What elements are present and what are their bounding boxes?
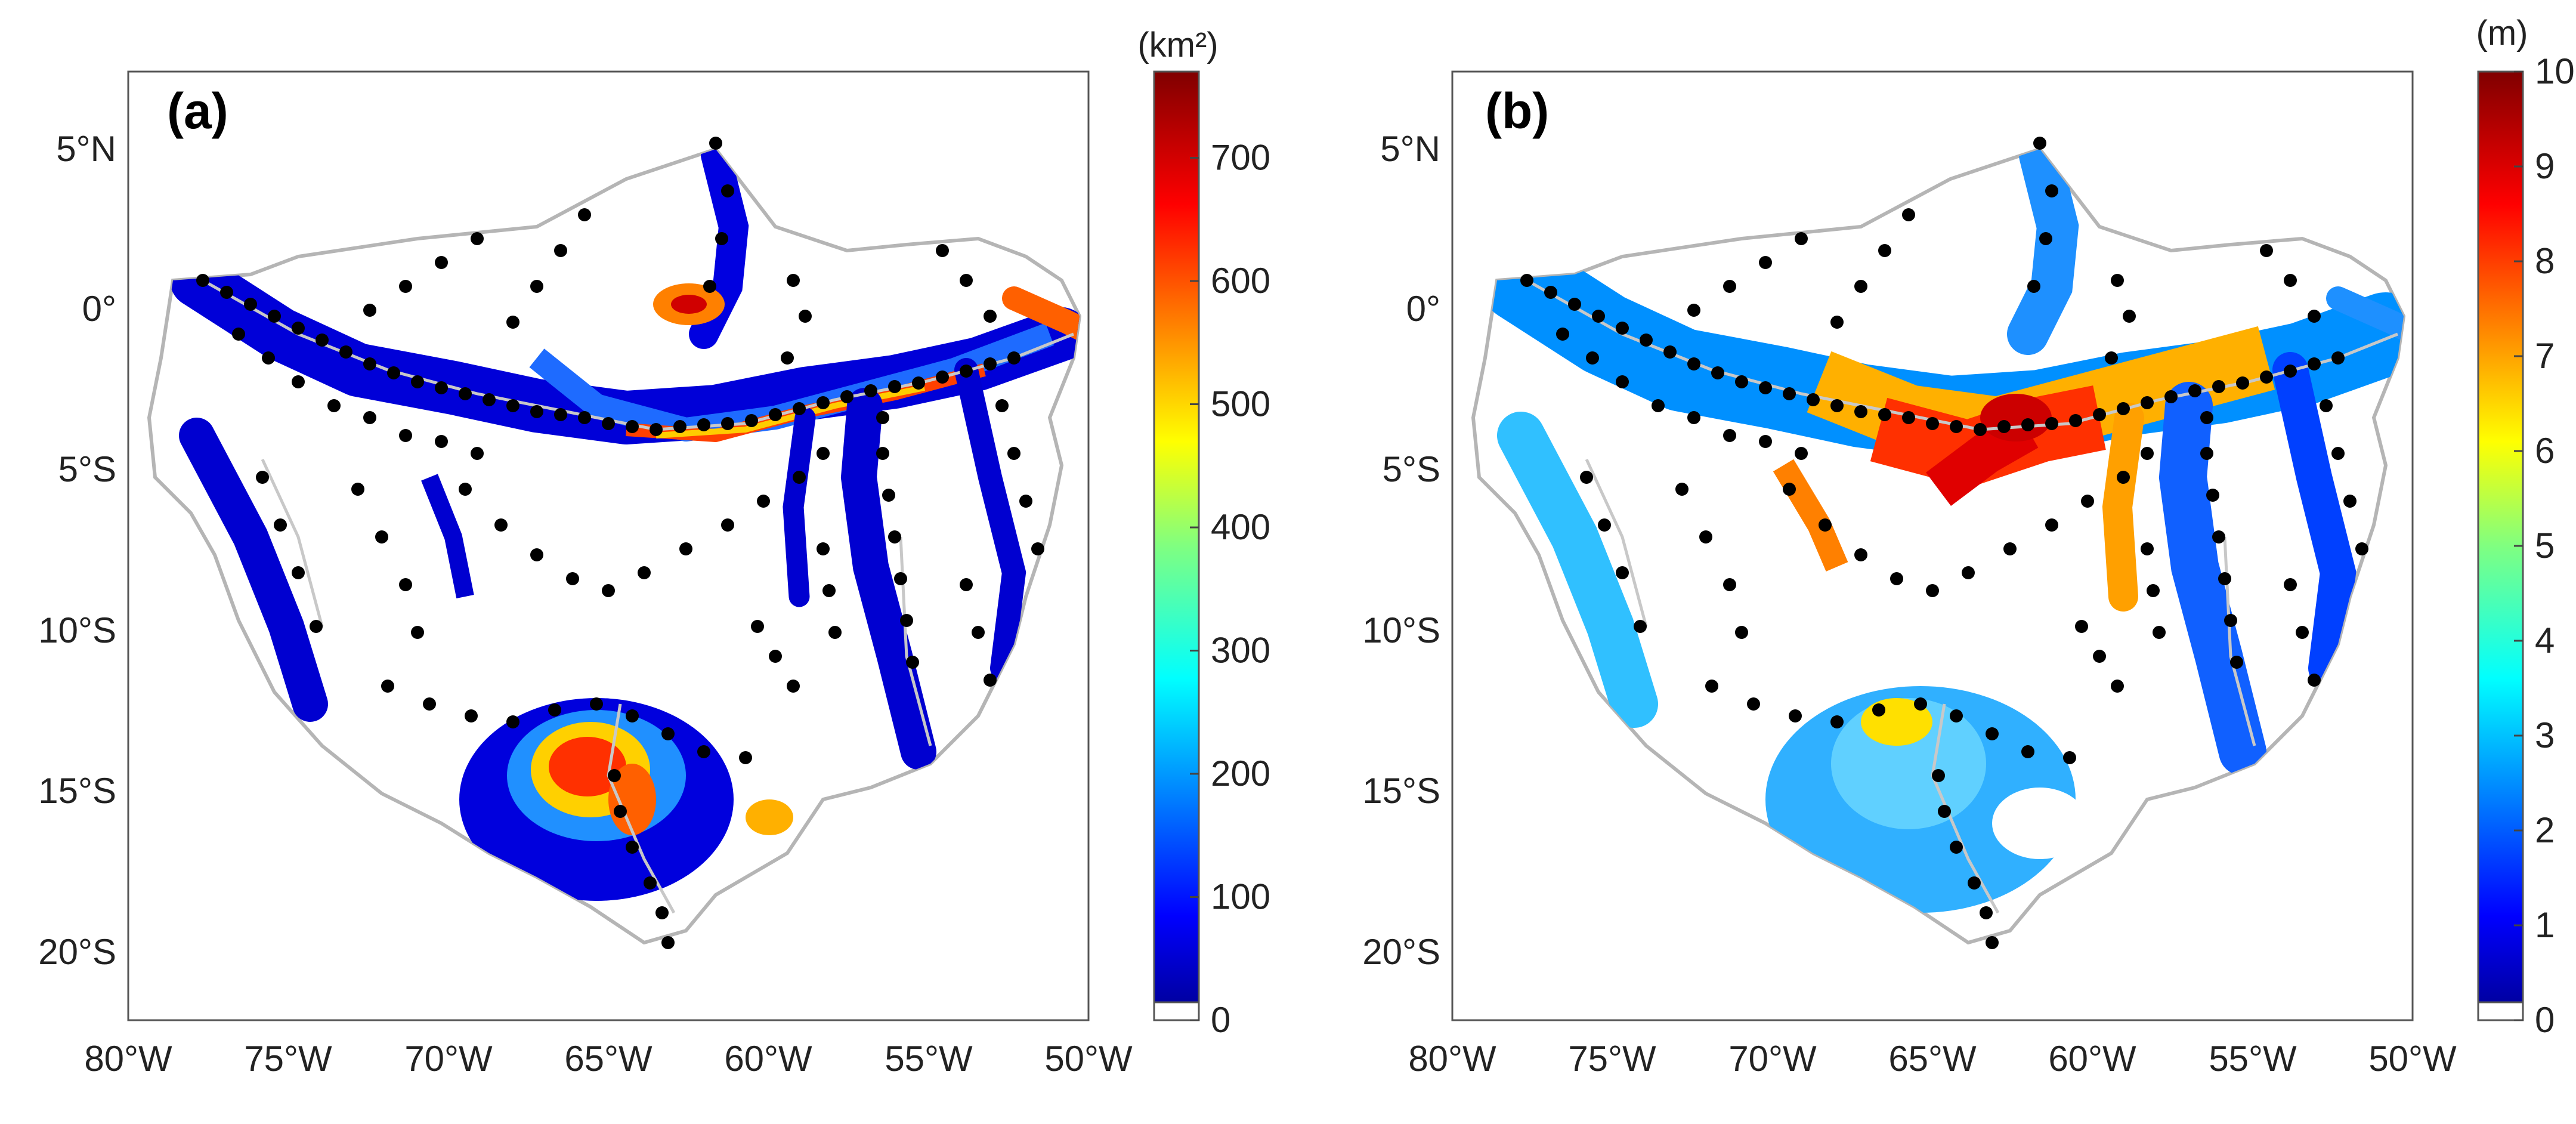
colorbar-b: (m) 0 1 2 3 4 5 6 7 8 9 10 [2476,14,2575,1040]
colorbar-tick-label: 300 [1211,631,1270,671]
colorbar-tick-label: 0 [2535,1000,2555,1040]
colorbar-tick-label: 8 [2535,241,2555,281]
colorbar-unit-a: (km²) [1137,26,1218,64]
lon-label: 75°W [244,1039,332,1079]
lat-label: 0° [1406,289,1440,329]
lon-label: 80°W [84,1039,172,1079]
lat-label: 10°S [1362,610,1440,650]
lat-label: 15°S [38,771,116,811]
lat-label: 20°S [1362,932,1440,972]
lon-label: 55°W [2209,1039,2297,1079]
lat-label: 5°S [58,449,116,489]
lat-label: 5°S [1383,449,1440,489]
colorbar-tick-label: 700 [1211,138,1270,178]
colorbar-tick-label: 4 [2535,620,2555,660]
lon-label: 50°W [1044,1039,1133,1079]
panel-label-a: (a) [167,83,228,139]
colorbar-tick-label: 100 [1211,877,1270,917]
colorbar-tick-label: 400 [1211,507,1270,547]
basin-outline-a [147,147,1082,945]
basin-outline-b [1471,147,2406,945]
colorbar-tick-label: 200 [1211,754,1270,793]
colorbar-tick-label: 6 [2535,431,2555,471]
colorbar-tick-label: 500 [1211,384,1270,424]
colorbar-tick-label: 1 [2535,905,2555,945]
colorbar-tick-label: 10 [2535,51,2575,91]
colorbar-tick-label: 5 [2535,526,2555,566]
colorbar-tick-label: 3 [2535,715,2555,755]
lat-label: 10°S [38,610,116,650]
floodplain-field-a [170,149,1080,901]
gauges-a [196,137,1044,949]
gauges-b [1520,137,2368,949]
colorbar-tick-label: 0 [1211,1000,1230,1040]
lon-label: 50°W [2368,1039,2457,1079]
lon-label: 70°W [404,1039,493,1079]
lat-label: 5°N [1380,129,1440,169]
lon-label: 65°W [1888,1039,1977,1079]
lat-label: 0° [82,289,116,329]
lon-label: 60°W [724,1039,812,1079]
lat-axis-a: 5°N 0° 5°S 10°S 15°S 20°S [38,129,116,972]
lon-axis-a: 80°W 75°W 70°W 65°W 60°W 55°W 50°W [84,1039,1133,1079]
colorbar-a: (km²) 0 100 200 300 400 500 600 700 [1137,26,1270,1040]
colorbar-tick-label: 9 [2535,146,2555,186]
lat-label: 20°S [38,932,116,972]
lat-axis-b: 5°N 0° 5°S 10°S 15°S 20°S [1362,129,1440,972]
panel-b: 5°N 0° 5°S 10°S 15°S 20°S 80°W 75°W 70°W… [1362,14,2575,1079]
lon-label: 55°W [885,1039,973,1079]
lon-label: 60°W [2048,1039,2136,1079]
colorbar-tick-label: 7 [2535,336,2555,376]
colorbar-tick-label: 600 [1211,261,1270,301]
lat-label: 15°S [1362,771,1440,811]
panel-a: 5°N 0° 5°S 10°S 15°S 20°S 80°W 75°W 70°W… [38,26,1270,1079]
lon-label: 65°W [564,1039,652,1079]
lon-label: 80°W [1408,1039,1496,1079]
lon-label: 70°W [1728,1039,1817,1079]
panel-label-b: (b) [1485,83,1549,139]
lon-axis-b: 80°W 75°W 70°W 65°W 60°W 55°W 50°W [1408,1039,2457,1079]
lat-label: 5°N [56,129,116,169]
lon-label: 75°W [1568,1039,1656,1079]
colorbar-unit-b: (m) [2476,14,2528,53]
colorbar-tick-label: 2 [2535,810,2555,850]
